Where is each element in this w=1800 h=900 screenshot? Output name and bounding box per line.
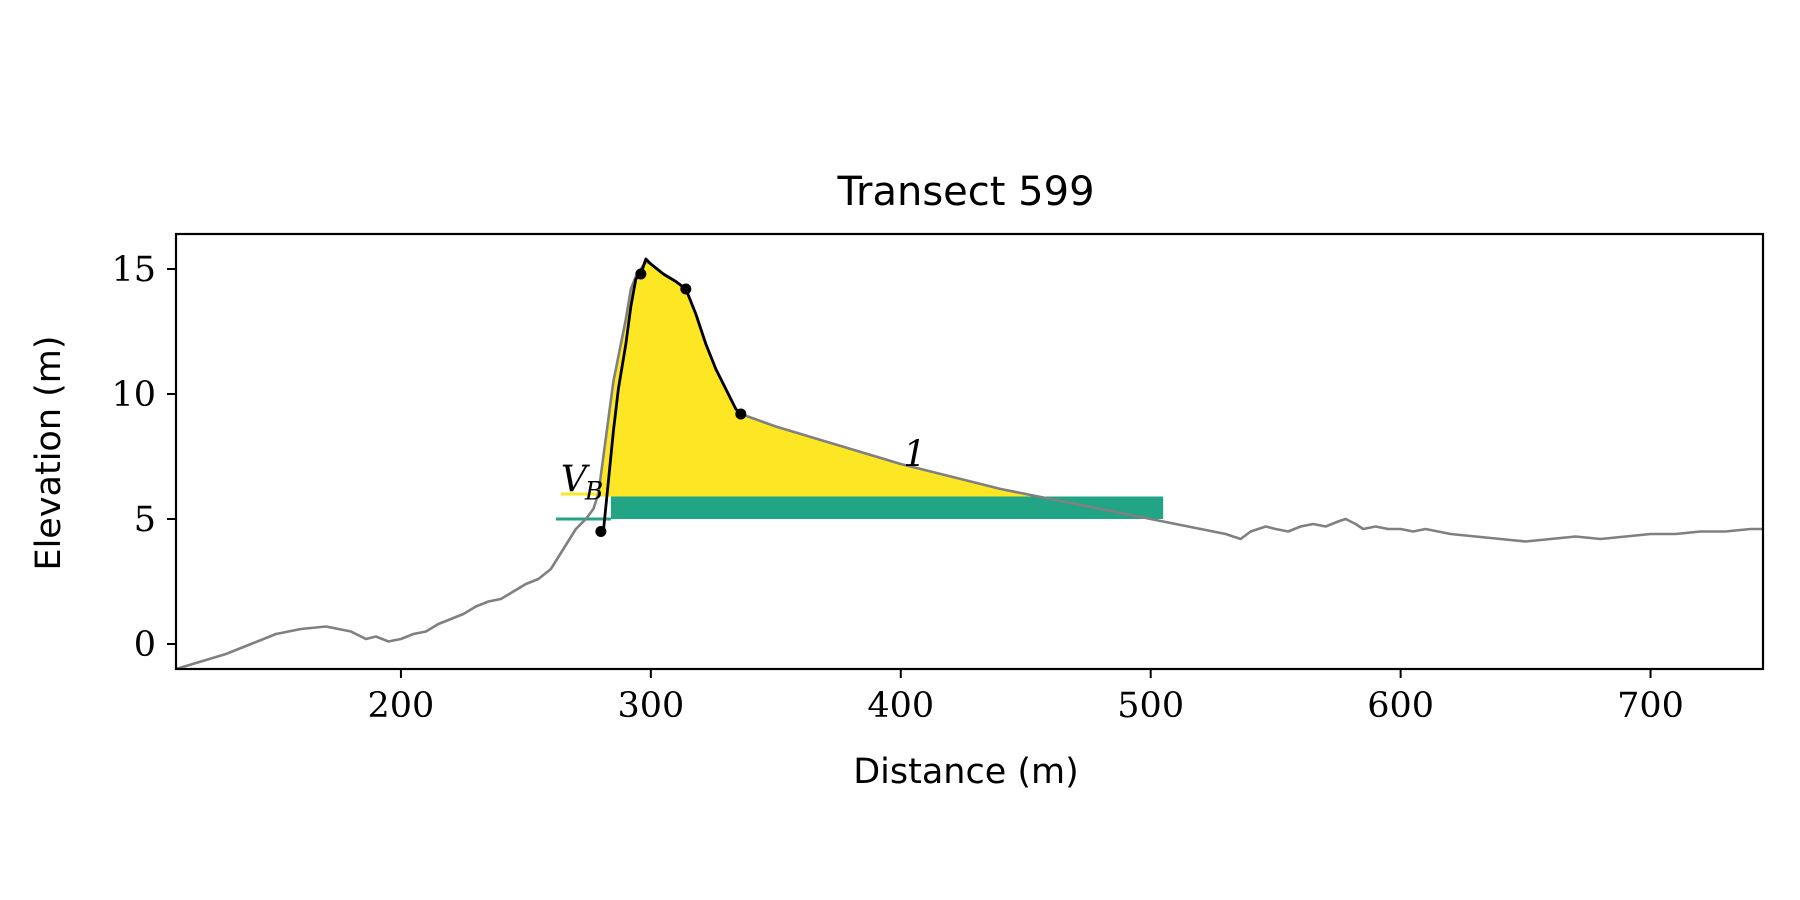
y-tick-label: 15 — [111, 250, 156, 290]
x-tick-label: 700 — [1617, 686, 1684, 726]
y-axis-label: Elevation (m) — [29, 335, 69, 570]
x-axis-label: Distance (m) — [853, 752, 1079, 792]
y-tick-label: 5 — [134, 500, 156, 540]
dune-line — [601, 257, 742, 532]
x-tick-label: 300 — [617, 686, 684, 726]
plot-area — [176, 257, 1763, 669]
x-tick-label: 400 — [867, 686, 934, 726]
dune-marker — [680, 283, 692, 295]
chart-title: Transect 599 — [836, 169, 1094, 215]
plot-frame — [174, 232, 1765, 671]
x-tick-label: 600 — [1367, 686, 1434, 726]
x-tick-label: 200 — [368, 686, 435, 726]
annotation-label: 1 — [903, 435, 926, 476]
dune-marker — [635, 268, 647, 280]
y-tick-label: 0 — [134, 625, 156, 665]
y-tick-label: 10 — [111, 375, 156, 415]
dune-volume-fill — [597, 261, 1039, 497]
x-tick-label: 500 — [1117, 686, 1184, 726]
annotation-label: VB — [561, 460, 603, 506]
profile-line — [176, 260, 1763, 669]
base-volume-band — [610, 496, 1164, 519]
dune-marker — [595, 526, 607, 537]
dune-marker — [735, 408, 747, 420]
